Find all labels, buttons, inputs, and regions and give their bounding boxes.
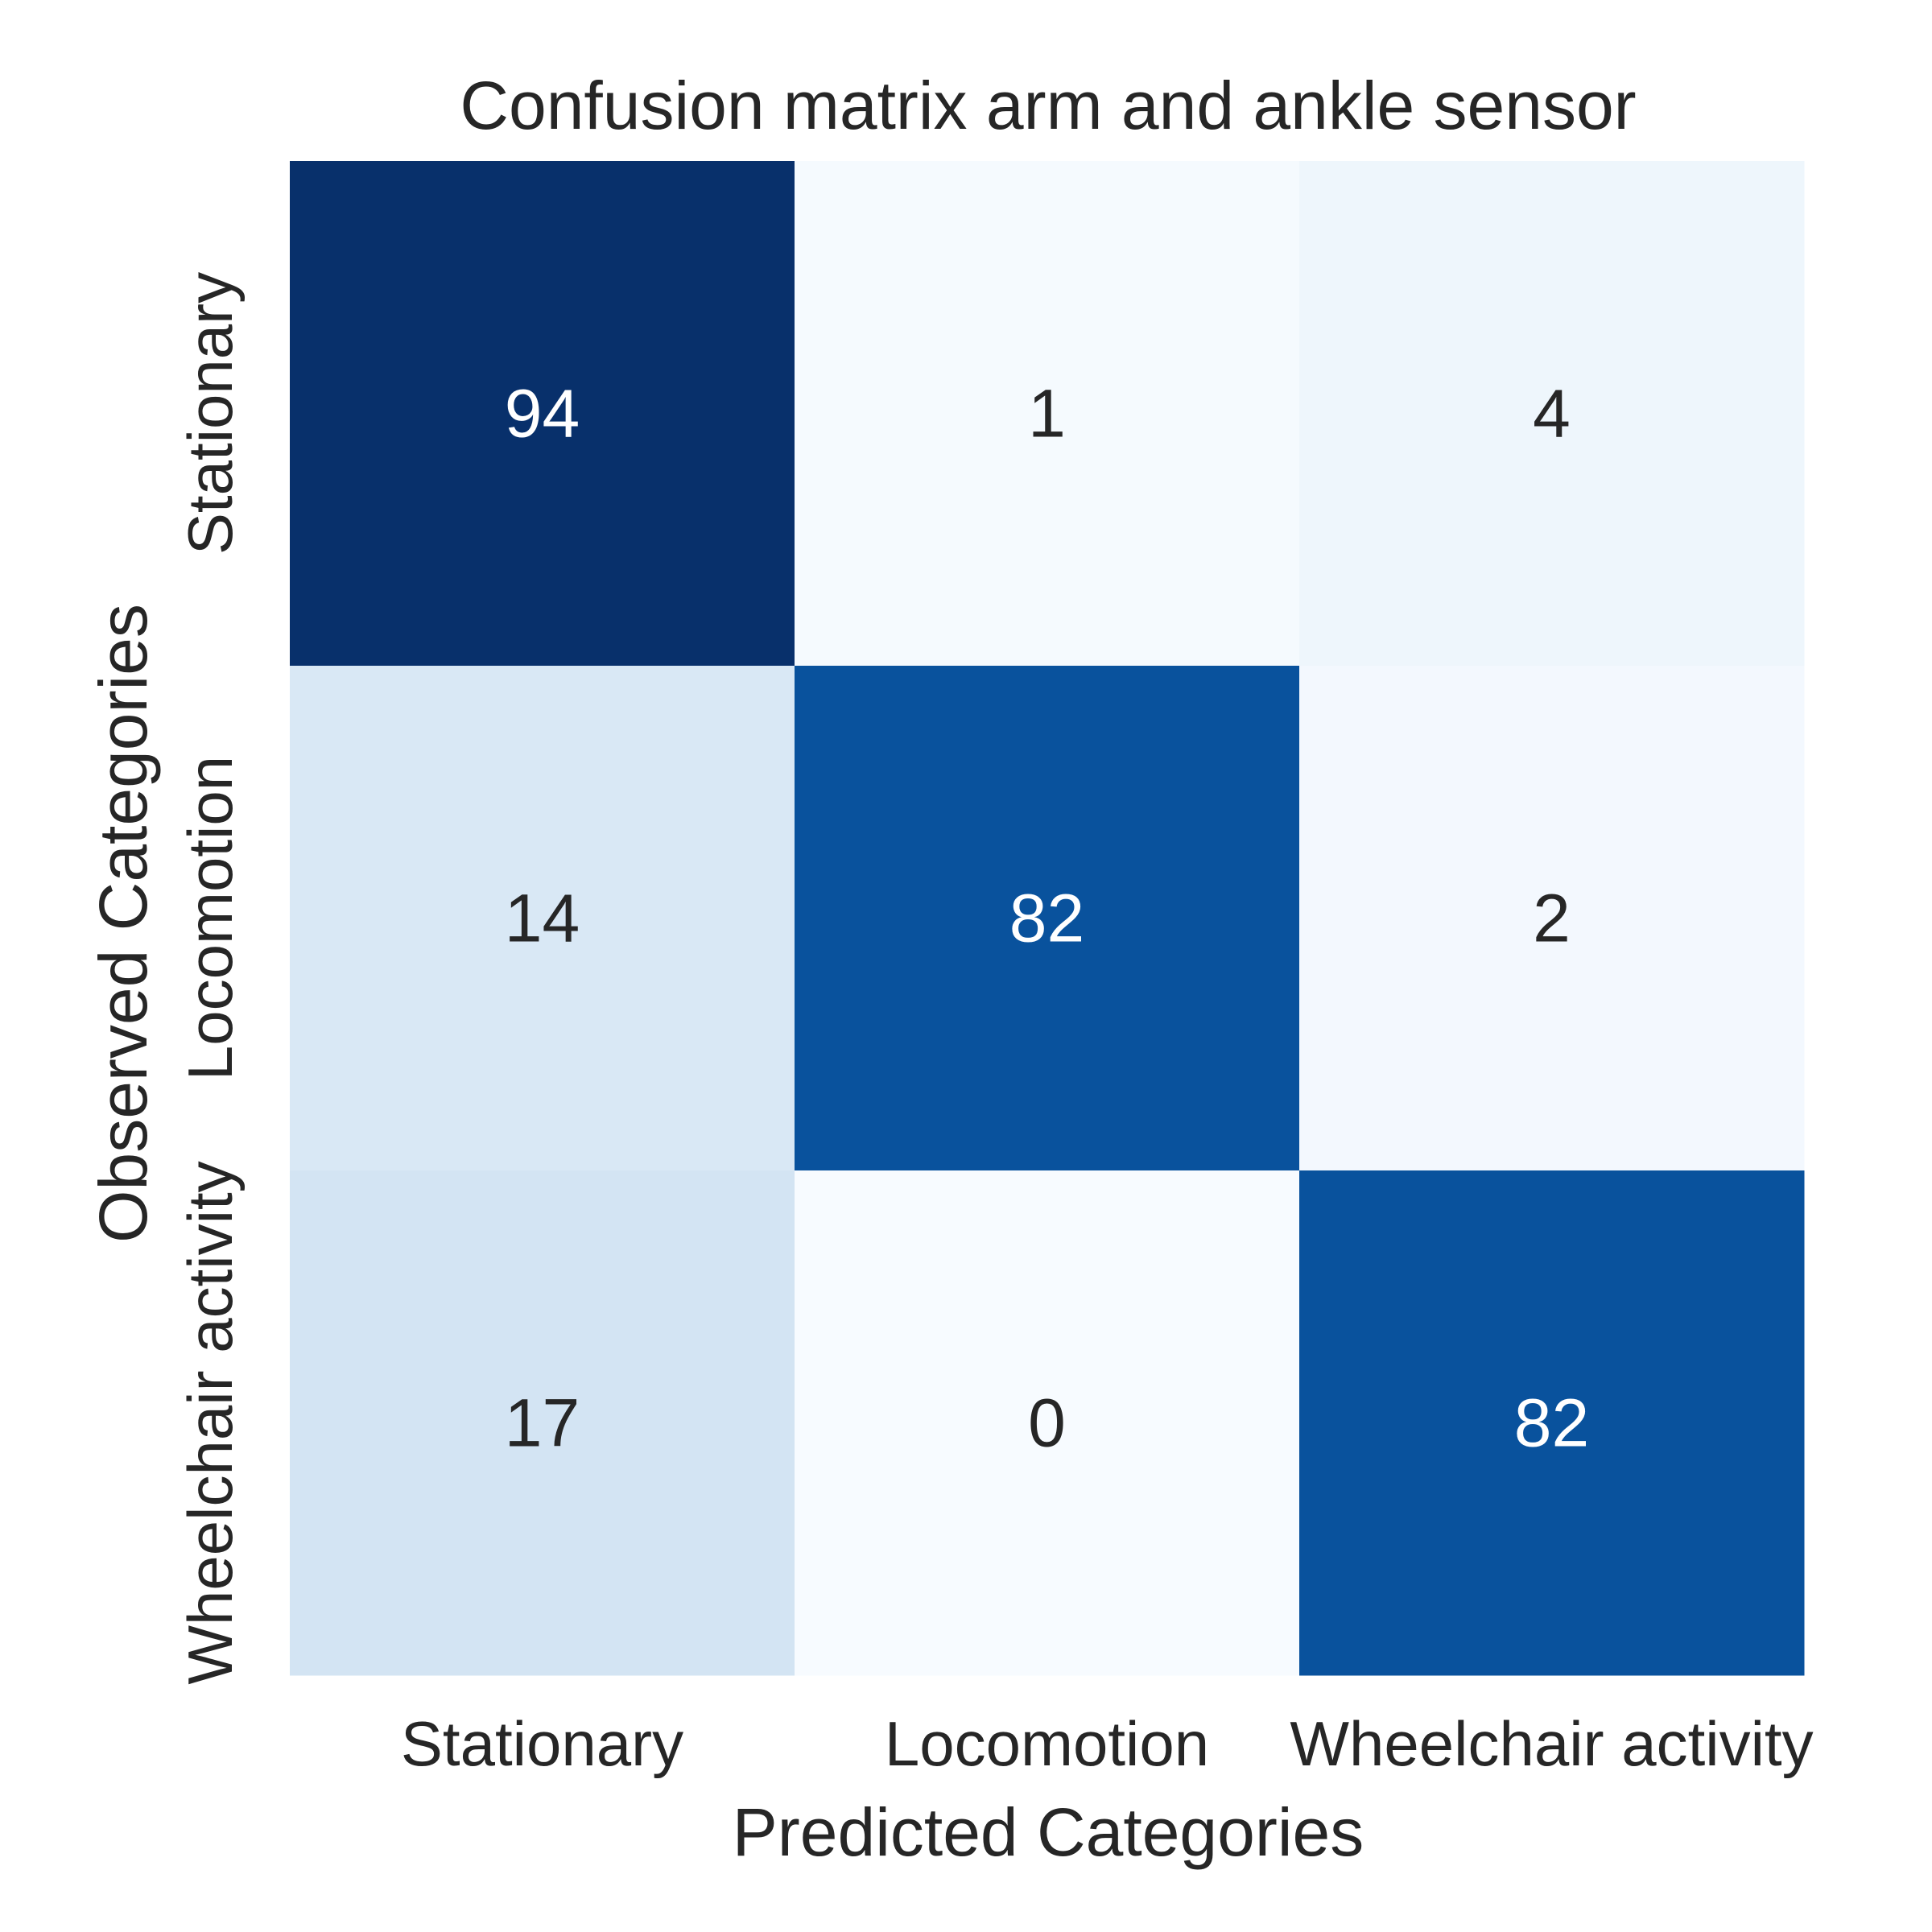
heatmap-cell-r0-c2 bbox=[1299, 161, 1805, 667]
heatmap-cell-r0-c0 bbox=[290, 161, 795, 667]
chart-title: Confusion matrix arm and ankle sensor bbox=[460, 68, 1636, 143]
cell-value-label-r0-c1: 1 bbox=[1028, 376, 1066, 452]
heatmap-cell-r2-c2 bbox=[1299, 1170, 1805, 1676]
x-tick-label-2: Wheelchair activity bbox=[1290, 1708, 1813, 1779]
heatmap-annotations: 94 1 414 82 217 0 82 bbox=[505, 376, 1589, 1461]
heatmap-cell-r2-c0 bbox=[290, 1170, 795, 1676]
heatmap-cell-r2-c1 bbox=[795, 1170, 1300, 1676]
cell-value-label-r2-c0: 17 bbox=[505, 1385, 580, 1461]
cell-value-label-r1-c2: 2 bbox=[1533, 881, 1571, 956]
x-tick-label-0: Stationary bbox=[401, 1708, 683, 1779]
y-tick-label-1: Locomotion bbox=[175, 756, 246, 1080]
y-axis-label: Observed Categories bbox=[85, 604, 161, 1243]
heatmap-cells bbox=[290, 161, 1805, 1676]
heatmap-cell-r0-c1 bbox=[795, 161, 1300, 667]
x-tick-label-1: Locomotion bbox=[885, 1708, 1209, 1779]
heatmap-cell-r1-c0 bbox=[290, 666, 795, 1171]
heatmap-cell-r1-c1 bbox=[795, 666, 1300, 1171]
y-tick-label-2: Wheelchair activity bbox=[175, 1161, 246, 1684]
cell-value-label-r0-c0: 94 bbox=[505, 376, 580, 452]
cell-value-label-r2-c1: 0 bbox=[1028, 1385, 1066, 1461]
y-tick-labels: Stationary Locomotion Wheelchair activity bbox=[175, 272, 246, 1685]
cell-value-label-r1-c0: 14 bbox=[505, 881, 580, 956]
y-tick-label-0: Stationary bbox=[175, 272, 246, 555]
cell-value-label-r2-c2: 82 bbox=[1514, 1385, 1589, 1461]
heatmap-cell-r1-c2 bbox=[1299, 666, 1805, 1171]
cell-value-label-r0-c2: 4 bbox=[1533, 376, 1571, 452]
cell-value-label-r1-c1: 82 bbox=[1009, 881, 1084, 956]
x-axis-label: Predicted Categories bbox=[733, 1794, 1364, 1870]
x-tick-labels: Stationary Locomotion Wheelchair activity bbox=[401, 1708, 1814, 1779]
